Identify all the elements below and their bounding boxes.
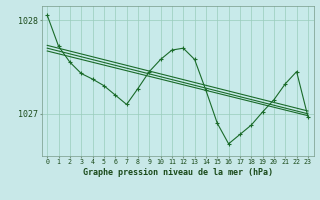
- X-axis label: Graphe pression niveau de la mer (hPa): Graphe pression niveau de la mer (hPa): [83, 168, 273, 177]
